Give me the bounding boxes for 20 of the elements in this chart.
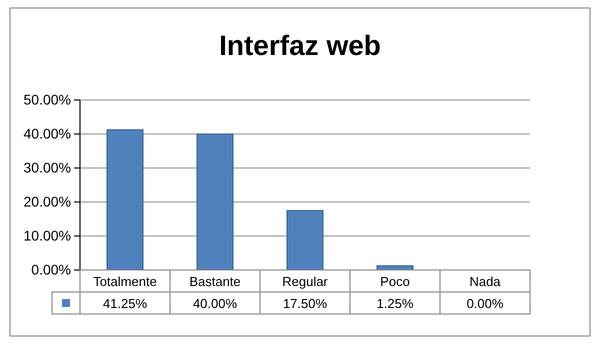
- y-tick-label: 20.00%: [24, 193, 71, 210]
- bar: [196, 134, 234, 270]
- data-label: 40.00%: [192, 296, 238, 311]
- y-tick-label: 10.00%: [24, 227, 71, 244]
- data-label: 0.00%: [466, 296, 504, 311]
- x-tick-label: Totalmente: [93, 274, 157, 289]
- data-label: 1.25%: [376, 296, 414, 311]
- y-tick-label: 30.00%: [24, 159, 71, 176]
- x-tick-label: Nada: [469, 274, 502, 289]
- y-tick-label: 40.00%: [24, 125, 71, 142]
- x-tick-label: Bastante: [189, 274, 241, 289]
- y-tick-label: 0.00%: [31, 261, 71, 278]
- x-tick-label: Poco: [380, 274, 410, 289]
- bar: [286, 210, 324, 270]
- x-tick-label: Regular: [282, 274, 328, 289]
- data-label: 41.25%: [102, 296, 148, 311]
- data-label: 17.50%: [282, 296, 328, 311]
- chart-title: Interfaz web: [219, 30, 381, 61]
- bar: [106, 129, 144, 270]
- y-tick-label: 50.00%: [24, 91, 71, 108]
